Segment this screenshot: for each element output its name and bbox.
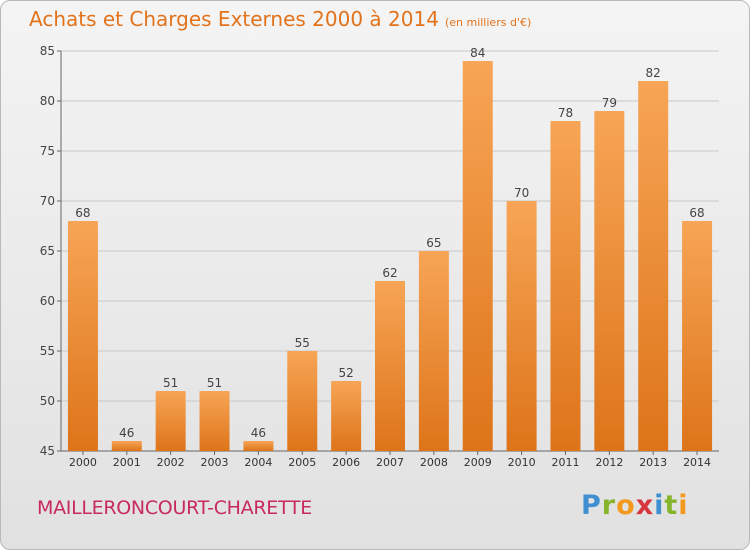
data-label: 55 xyxy=(295,336,310,350)
data-label: 46 xyxy=(119,426,134,440)
logo-letter: x xyxy=(635,490,655,521)
bar xyxy=(67,221,98,451)
bar xyxy=(638,81,669,451)
x-tick-label: 2007 xyxy=(376,456,404,469)
bar xyxy=(375,281,405,451)
bar-layer xyxy=(67,61,713,451)
x-tick-label: 2003 xyxy=(201,456,229,469)
logo-letter: o xyxy=(616,490,636,521)
y-tick-label: 80 xyxy=(40,94,55,108)
data-label: 68 xyxy=(689,206,704,220)
commune-name: MAILLERONCOURT-CHARETTE xyxy=(37,497,312,519)
x-tick-label: 2002 xyxy=(157,456,185,469)
bar xyxy=(594,111,625,451)
x-tick-label: 2009 xyxy=(464,456,492,469)
x-tick-label: 2011 xyxy=(551,456,579,469)
logo-letter: i xyxy=(678,490,689,521)
proxiti-logo[interactable]: Proxiti xyxy=(581,490,689,521)
data-label: 51 xyxy=(163,376,178,390)
bar xyxy=(111,441,142,451)
bar xyxy=(506,201,537,451)
x-tick-label: 2005 xyxy=(288,456,316,469)
x-tick-label: 2004 xyxy=(244,456,272,469)
logo-letter: P xyxy=(581,490,602,521)
x-tick-label: 2010 xyxy=(508,456,536,469)
logo-letter: r xyxy=(601,490,617,521)
data-label: 82 xyxy=(646,66,661,80)
y-tick-label: 45 xyxy=(40,444,55,458)
data-label: 78 xyxy=(558,106,573,120)
bar xyxy=(331,381,362,451)
data-label: 51 xyxy=(207,376,222,390)
data-label: 68 xyxy=(75,206,90,220)
data-label: 52 xyxy=(338,366,353,380)
logo-letter: t xyxy=(664,490,679,521)
y-tick-label: 65 xyxy=(40,244,55,258)
logo-letter: i xyxy=(654,490,665,521)
bar xyxy=(418,251,449,451)
data-label: 70 xyxy=(514,186,529,200)
bar xyxy=(462,61,493,451)
bar xyxy=(682,221,713,451)
x-tick-label: 2000 xyxy=(69,456,97,469)
bar xyxy=(155,391,186,451)
y-tick-label: 50 xyxy=(40,394,55,408)
x-tick-label: 2013 xyxy=(639,456,667,469)
y-tick-label: 55 xyxy=(40,344,55,358)
y-tick-label: 70 xyxy=(40,194,55,208)
x-tick-label: 2006 xyxy=(332,456,360,469)
y-tick-label: 75 xyxy=(40,144,55,158)
chart-unit: (en milliers d'€) xyxy=(444,16,532,29)
chart-title: Achats et Charges Externes 2000 à 2014 (e… xyxy=(29,7,531,31)
y-tick-label: 85 xyxy=(40,44,55,58)
x-tick-label: 2012 xyxy=(595,456,623,469)
data-label: 62 xyxy=(382,266,397,280)
data-label: 84 xyxy=(470,46,485,60)
x-tick-label: 2008 xyxy=(420,456,448,469)
bar xyxy=(243,441,274,451)
x-tick-label: 2001 xyxy=(113,456,141,469)
bar xyxy=(287,351,318,451)
x-tick-label: 2014 xyxy=(683,456,711,469)
chart-title-text: Achats et Charges Externes 2000 à 2014 xyxy=(29,7,439,31)
data-label: 65 xyxy=(426,236,441,250)
bar xyxy=(199,391,230,451)
data-label: 79 xyxy=(602,96,617,110)
bar xyxy=(550,121,581,451)
y-tick-label: 60 xyxy=(40,294,55,308)
data-label: 46 xyxy=(251,426,266,440)
label-layer: 68 46 51 51 46 55 52 62 65 84 70 78 79 82 68 xyxy=(75,46,704,440)
